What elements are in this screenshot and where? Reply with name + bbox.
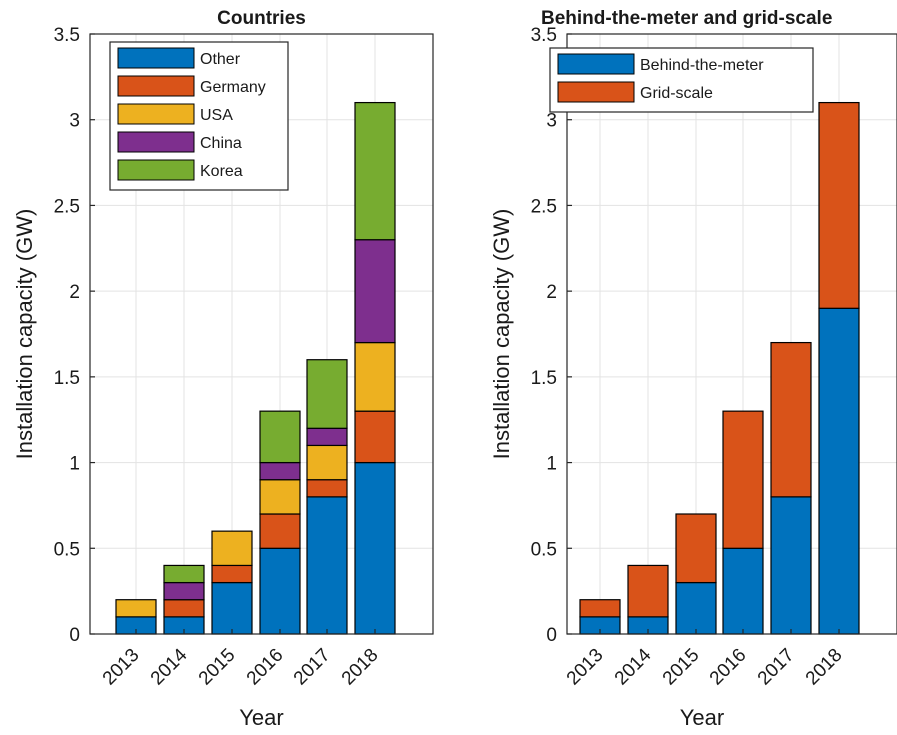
x-tick-label-2013: 2013 [99,645,144,690]
bar-2018-china [354,239,396,344]
legend-label-other: Other [200,51,241,68]
bar-2016-korea [259,410,301,464]
chart-panel-2: 0 0.5 1 1.5 2 2.5 3 3.5 2013 2014 2015 2016 2017 2018… [489,8,897,730]
y-axis-label: Installation capacity (GW) [12,209,37,460]
bar-2014-korea [163,564,205,584]
x-tick-label-2013: 2013 [563,645,608,690]
legend-label-korea: Korea [200,163,243,180]
y-tick-label: 0 [69,625,80,646]
chart-title: Behind-the-meter and grid-scale [541,8,832,29]
bar-2017-usa [306,444,348,481]
bar-2017-china [306,427,348,447]
legend-swatch-korea [117,159,195,181]
chart-title: Countries [217,8,306,29]
x-tick-label-2017: 2017 [754,645,799,690]
bar-2018-other [354,461,396,635]
x-tick-label-2018: 2018 [802,645,847,690]
x-tick-label-2017: 2017 [290,645,335,690]
legend-label-germany: Germany [200,79,266,96]
plot-area [89,33,434,635]
bar-2018-usa [354,341,396,412]
bar-2015-behind-the-meter [675,581,717,635]
x-tick-label-2014: 2014 [147,644,192,689]
legend-swatch-behind-the-meter [557,53,635,75]
x-tick-label-2018: 2018 [338,645,383,690]
bar-2013-usa [115,599,157,618]
bar-2016-china [259,461,301,481]
legend-label-china: China [200,135,242,152]
bar-2015-germany [211,564,253,584]
y-tick-label: 1 [69,454,80,475]
legend-swatch-china [117,131,195,153]
x-tick-label-2015: 2015 [195,645,240,690]
y-tick-label: 3.5 [531,25,557,46]
legend-label-usa: USA [200,107,233,124]
bar-2017-grid-scale [770,341,812,498]
y-tick-label: 3.5 [54,25,80,46]
bar-2014-grid-scale [627,564,669,618]
y-tick-label: 1.5 [54,368,80,389]
bar-2016-germany [259,513,301,549]
y-tick-label: 2 [546,282,557,303]
y-tick-label: 1.5 [531,368,557,389]
legend-swatch-germany [117,75,195,97]
bar-2016-behind-the-meter [722,547,764,635]
x-axis-label: Year [680,705,724,730]
x-axis-label: Year [239,705,283,730]
x-tick-label-2016: 2016 [243,645,288,690]
legend-swatch-usa [117,103,195,125]
y-tick-label: 0.5 [531,539,557,560]
bar-2017-other [306,496,348,635]
y-tick-label: 3 [546,111,557,132]
legend-swatch-other [117,47,195,69]
bar-2017-korea [306,359,348,429]
bar-2016-usa [259,479,301,515]
chart-panel-1: 0 0.5 1 1.5 2 2.5 3 3.5 2013 2014 2015 2016 2017 2018… [12,8,434,730]
y-tick-label: 1 [546,454,557,475]
bar-2016-other [259,547,301,635]
y-tick-label: 2 [69,282,80,303]
bar-2016-grid-scale [722,410,764,549]
x-tick-label-2016: 2016 [706,645,751,690]
x-tick-label-2014: 2014 [611,644,656,689]
bar-2018-grid-scale [818,101,860,309]
bar-2017-germany [306,479,348,498]
legend-label-behind-the-meter: Behind-the-meter [640,57,764,74]
bar-2017-behind-the-meter [770,496,812,635]
y-tick-label: 2.5 [531,196,557,217]
bar-2015-grid-scale [675,513,717,584]
bar-2015-other [211,581,253,635]
bar-2014-germany [163,599,205,618]
y-tick-label: 3 [69,111,80,132]
y-tick-label: 0.5 [54,539,80,560]
x-tick-label-2015: 2015 [659,645,704,690]
legend-swatch-grid-scale [557,81,635,103]
bar-2018-behind-the-meter [818,307,860,635]
bar-2018-germany [354,410,396,464]
y-axis-label: Installation capacity (GW) [489,209,514,460]
bar-2015-usa [211,530,253,567]
plot-area [566,33,897,635]
y-tick-label: 2.5 [54,196,80,217]
legend-label-grid-scale: Grid-scale [640,85,713,102]
bar-2018-korea [354,101,396,241]
bar-2014-china [163,581,205,601]
bar-2013-grid-scale [579,599,621,618]
y-tick-label: 0 [546,625,557,646]
